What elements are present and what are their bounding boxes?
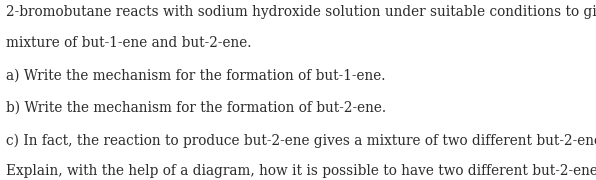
Text: a) Write the mechanism for the formation of but-1-ene.: a) Write the mechanism for the formation… [6, 68, 386, 82]
Text: Explain, with the help of a diagram, how it is possible to have two different bu: Explain, with the help of a diagram, how… [6, 164, 596, 178]
Text: c) In fact, the reaction to produce but-2-ene gives a mixture of two different b: c) In fact, the reaction to produce but-… [6, 133, 596, 148]
Text: mixture of but-1-ene and but-2-ene.: mixture of but-1-ene and but-2-ene. [6, 36, 252, 50]
Text: 2-bromobutane reacts with sodium hydroxide solution under suitable conditions to: 2-bromobutane reacts with sodium hydroxi… [6, 5, 596, 19]
Text: b) Write the mechanism for the formation of but-2-ene.: b) Write the mechanism for the formation… [6, 101, 386, 115]
